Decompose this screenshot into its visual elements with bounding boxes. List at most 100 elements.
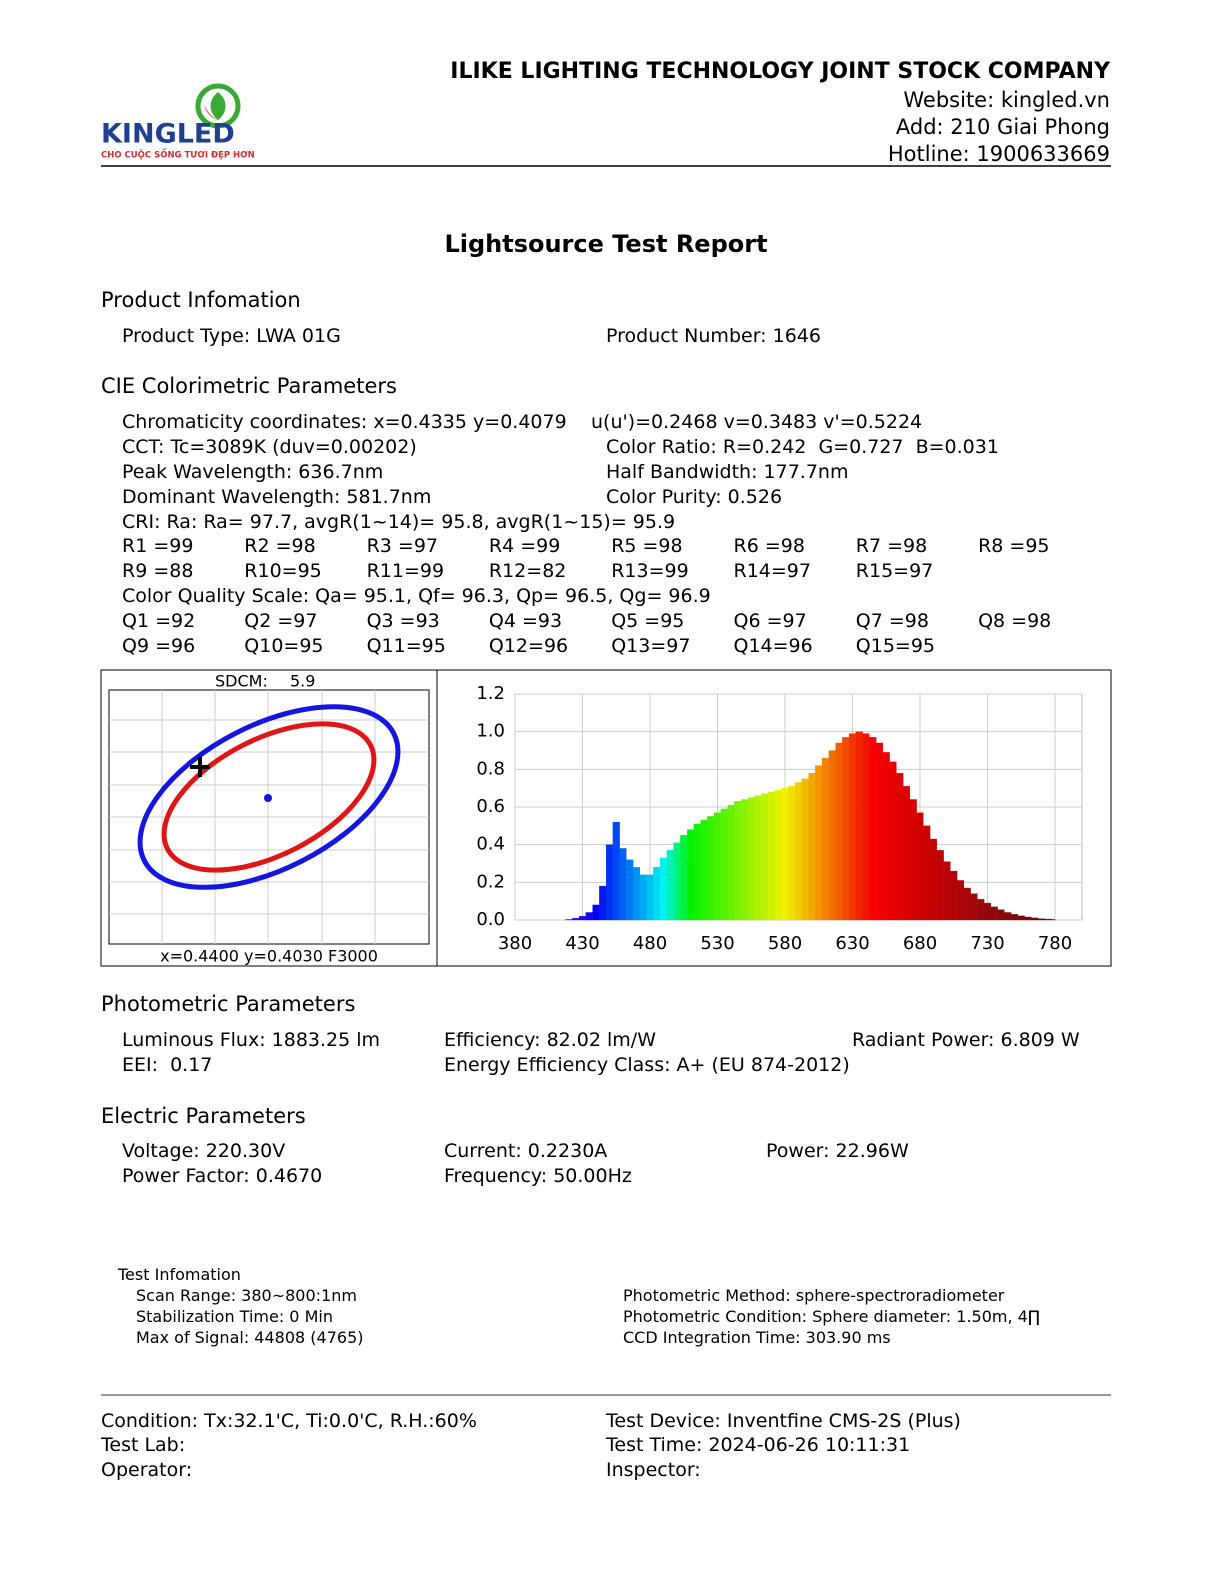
peak-wavelength: Peak Wavelength: 636.7nm [122,461,384,483]
logo-name: KINGLED [101,119,235,150]
frequency: Frequency: 50.00Hz [444,1165,632,1187]
logo-tagline: CHO CUỘC SỐNG TƯƠI ĐẸP HƠN [101,148,255,161]
dominant-wavelength: Dominant Wavelength: 581.7nm [122,486,432,508]
x-tick-label: 430 [565,933,599,954]
x-tick-label: 730 [970,933,1004,954]
company-name: ILIKE LIGHTING TECHNOLOGY JOINT STOCK CO… [450,59,1110,84]
x-tick-label: 680 [903,933,937,954]
inspector: Inspector: [606,1459,701,1481]
chromaticity: Chromaticity coordinates: x=0.4335 y=0.4… [122,411,567,433]
test-device: Test Device: Inventfine CMS-2S (Plus) [606,1410,961,1432]
eei: EEI: 0.17 [122,1054,213,1076]
energy-class: Energy Efficiency Class: A+ (EU 874-2012… [444,1054,850,1076]
spectrum-bar [1024,916,1032,921]
spectrum-bar [720,808,728,921]
y-tick-label: 0.0 [476,909,505,930]
sdcm-center [264,794,272,802]
ccd-time: CCD Integration Time: 303.90 ms [623,1328,891,1347]
r-value: R2 =98 [244,535,316,557]
color-ratio: Color Ratio: R=0.242 G=0.727 B=0.031 [606,436,999,458]
power-factor: Power Factor: 0.4670 [122,1165,323,1187]
section-heading: Electric Parameters [101,1104,306,1128]
spectrum-bar [565,919,573,921]
voltage: Voltage: 220.30V [122,1140,286,1162]
spectrum-bar [1017,915,1025,921]
spectrum-bar [781,788,789,921]
sdcm-ellipse-outer [137,704,401,890]
q-value: Q8 =98 [978,610,1052,632]
spectrum-bar [970,893,978,921]
radiant-power: Radiant Power: 6.809 W [852,1029,1080,1051]
cct: CCT: Tc=3089K (duv=0.00202) [122,436,417,458]
y-tick-label: 0.4 [476,834,505,855]
spectrum-bar [1031,917,1039,921]
q-value: Q9 =96 [122,635,196,657]
q-value: Q7 =98 [855,610,929,632]
uv-coordinates: u(u')=0.2468 v=0.3483 v'=0.5224 [591,411,923,433]
spectrum-bar [909,799,917,921]
spectrum-bar [754,795,762,921]
spectrum-bar [585,912,593,921]
q-value: Q4 =93 [488,610,563,632]
x-tick-label: 780 [1038,933,1072,954]
q-value: Q1 =92 [122,610,196,632]
y-tick-label: 0.6 [476,796,505,817]
spectrum-bar [950,870,958,921]
max-signal: Max of Signal: 44808 (4765) [136,1328,364,1347]
r-value: R13=99 [611,560,689,582]
r-value: R12=82 [488,560,567,582]
spectrum-bar [767,791,776,921]
spectrum-bar [659,857,668,921]
x-tick-label: 480 [633,933,667,954]
efficiency: Efficiency: 82.02 lm/W [444,1029,656,1051]
power: Power: 22.96W [766,1140,909,1162]
luminous-flux: Luminous Flux: 1883.25 lm [122,1029,381,1051]
spectrum-bar [686,829,695,921]
operator: Operator: [101,1459,193,1481]
spectrum-bar [842,737,850,921]
r-value: R11=99 [366,560,445,582]
spectrum-bar [896,772,904,921]
q-value: Q5 =95 [611,610,685,632]
sdcm-diagram: SDCM: 5.9 x=0.4400 y=0.4030 F3000 [108,672,430,966]
spectrum-bar [727,804,735,921]
spectrum-bar [1037,918,1046,921]
spectrum-bar [869,737,877,921]
photometric-condition: Photometric Condition: Sphere diameter: … [623,1307,1040,1326]
cri: CRI: Ra: Ra= 97.7, avgR(1~14)= 95.8, avg… [122,511,676,533]
spectrum-bar [1010,914,1019,921]
spectrum-bar [632,867,641,921]
spectrum-bar [936,850,944,921]
logo: KINGLED CHO CUỘC SỐNG TƯƠI ĐẸP HƠN [101,83,255,161]
test-lab: Test Lab: [101,1434,186,1456]
r-value: R10=95 [244,560,322,582]
spectrum-bar [889,761,897,921]
half-bandwidth: Half Bandwidth: 177.7nm [606,461,849,483]
q-value: Q15=95 [855,635,936,657]
chart-frame [100,669,1112,967]
spectrum-bar [707,816,715,921]
photometric-method: Photometric Method: sphere-spectroradiom… [623,1286,1005,1305]
r-value: R1 =99 [122,535,194,557]
spectrum-bar [761,793,769,921]
y-tick-label: 0.2 [476,871,505,892]
website: Website: kingled.vn [903,88,1110,112]
spectrum-bar [653,867,661,921]
spectrum-bar [902,786,911,921]
spectrum-bar [666,850,674,921]
r-value: R7 =98 [855,535,928,557]
q-value: Q11=95 [366,635,446,657]
spectrum-bar [572,917,580,921]
r-value: R5 =98 [611,535,683,557]
spectrum-bar [713,812,722,921]
spectrum-bar [882,752,890,921]
q-value: Q6 =97 [733,610,807,632]
r-value: R14=97 [733,560,811,582]
sdcm-ellipse-inner [161,721,377,873]
spectrum-bar [835,742,843,921]
spectrum-bar [599,885,607,921]
x-tick-label: 530 [700,933,734,954]
section-heading: Photometric Parameters [101,992,356,1016]
q-value: Q14=96 [733,635,813,657]
